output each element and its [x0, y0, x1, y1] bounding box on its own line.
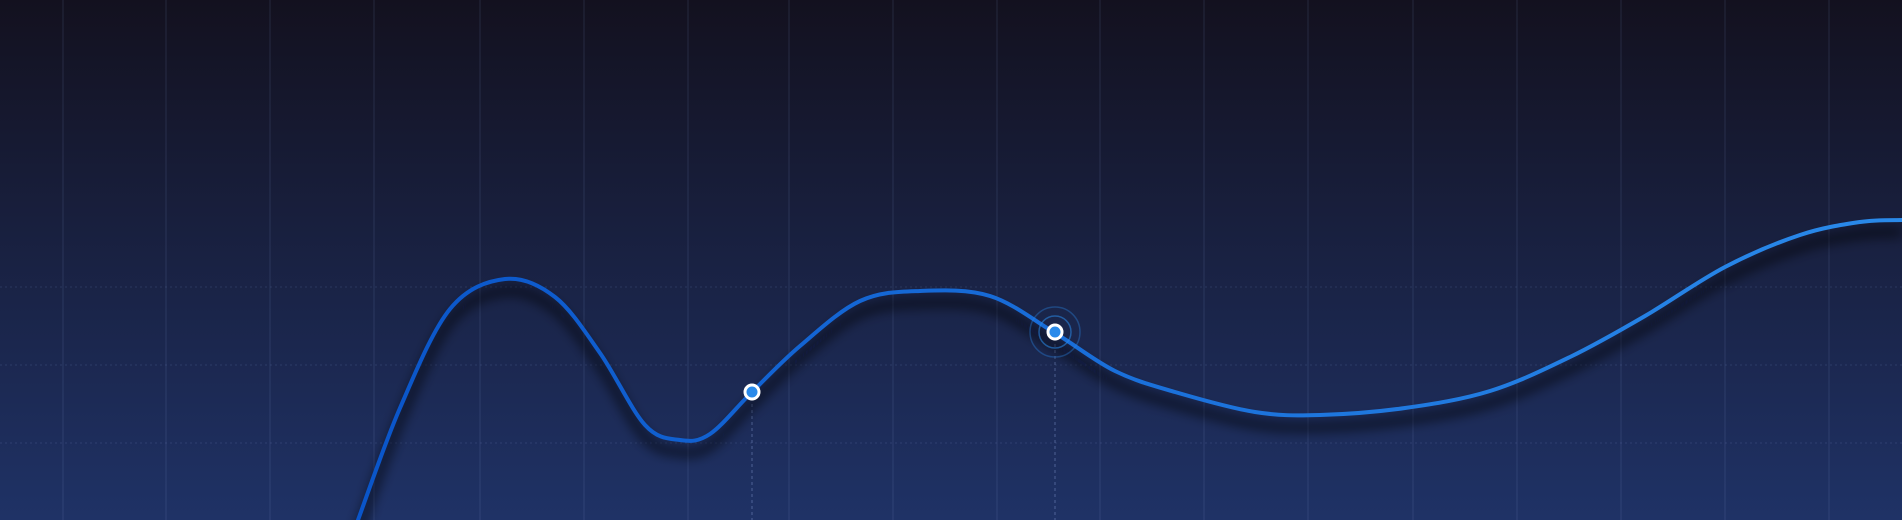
data-markers [743, 306, 1081, 401]
marker-pulse-ring-inner [1038, 315, 1072, 349]
data-point-marker [1046, 323, 1064, 341]
marker-drop-lines [751, 332, 1056, 520]
series-line [356, 218, 1902, 520]
series-line-shadow [358, 228, 1902, 520]
marker-pulse-ring-outer [1029, 306, 1081, 358]
data-point-marker [743, 383, 761, 401]
